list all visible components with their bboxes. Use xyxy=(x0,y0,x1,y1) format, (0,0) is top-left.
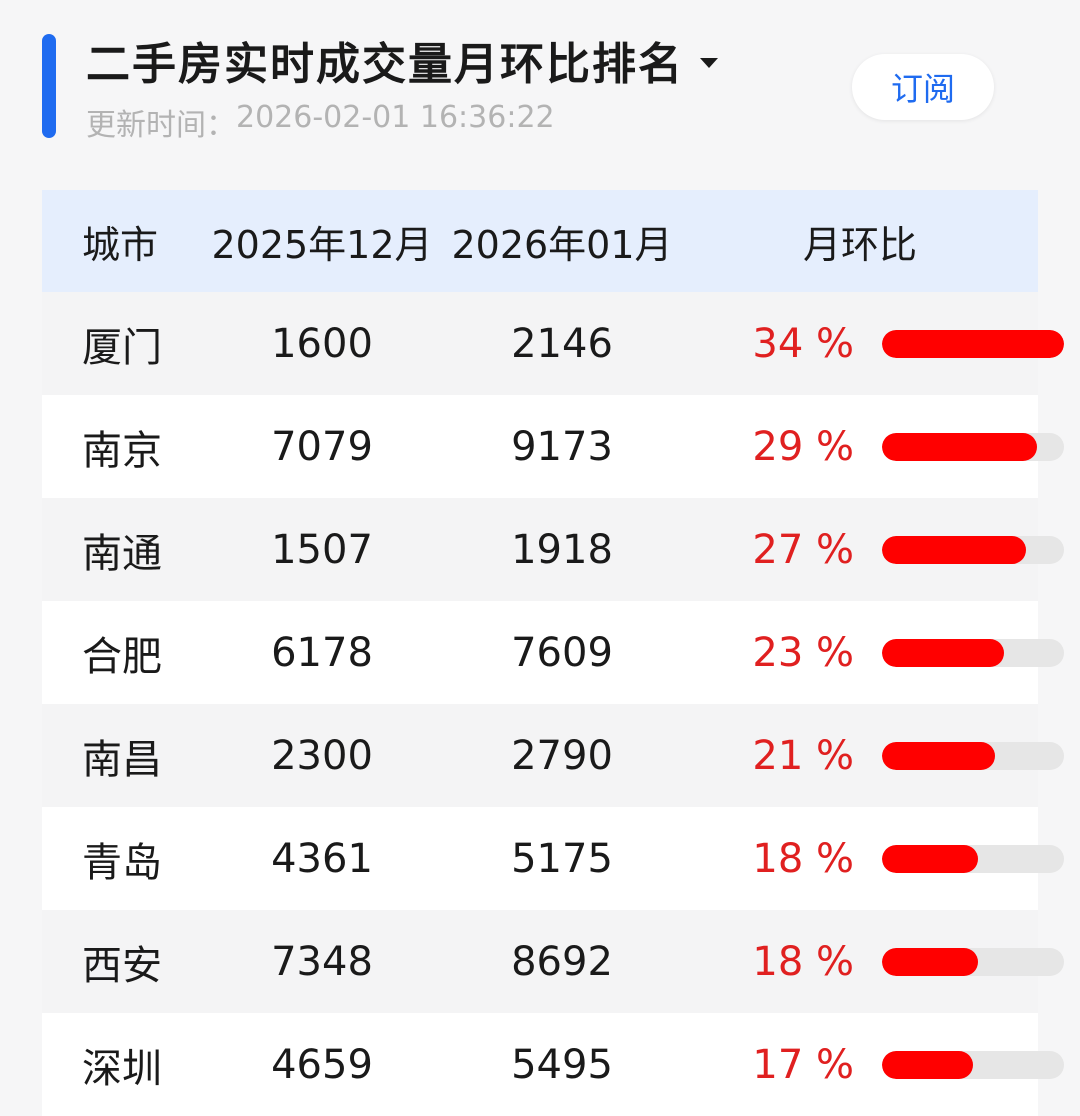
table-row[interactable]: 南昌 2300 2790 21 % xyxy=(42,704,1064,807)
update-time-value: 2026-02-01 16:36:22 xyxy=(236,100,555,135)
page-title: 二手房实时成交量月环比排名 xyxy=(86,39,684,90)
city-cell: 厦门 xyxy=(82,324,162,371)
jan-volume-cell: 5175 xyxy=(511,835,613,882)
mom-percent-cell: 29 % xyxy=(752,423,854,470)
table-body: 厦门 1600 2146 34 % 南京 7079 9173 29 % 南通 1507 1918 27… xyxy=(42,292,1064,1116)
city-cell: 深圳 xyxy=(82,1045,162,1092)
column-header-dec: 2025年12月 xyxy=(211,222,433,267)
column-header-mom: 月环比 xyxy=(802,222,917,267)
mom-percent-cell: 27 % xyxy=(752,526,854,573)
dec-volume-cell: 1507 xyxy=(271,526,373,573)
mom-bar-cell xyxy=(854,638,1064,667)
city-cell: 西安 xyxy=(82,942,162,989)
mom-percent-cell: 18 % xyxy=(752,835,854,882)
mom-bar-track xyxy=(882,844,1064,873)
jan-volume-cell: 7609 xyxy=(511,629,613,676)
jan-volume-cell: 8692 xyxy=(511,938,613,985)
dec-volume-cell: 6178 xyxy=(271,629,373,676)
mom-bar-cell xyxy=(854,844,1064,873)
mom-bar-cell xyxy=(854,1050,1064,1079)
mom-bar-cell xyxy=(854,535,1064,564)
mom-bar-track xyxy=(882,1050,1064,1079)
update-time: 更新时间： 2026-02-01 16:36:22 xyxy=(86,100,555,144)
city-cell: 青岛 xyxy=(82,839,162,886)
update-time-label: 更新时间： xyxy=(86,108,236,143)
dec-volume-cell: 1600 xyxy=(271,320,373,367)
table-row[interactable]: 西安 7348 8692 18 % xyxy=(42,910,1064,1013)
mom-bar-fill xyxy=(882,638,1004,667)
city-cell: 南昌 xyxy=(82,736,162,783)
mom-bar-track xyxy=(882,329,1064,358)
dec-volume-cell: 2300 xyxy=(271,732,373,779)
city-cell: 南京 xyxy=(82,427,162,474)
mom-bar-track xyxy=(882,535,1064,564)
mom-percent-cell: 18 % xyxy=(752,938,854,985)
table-row[interactable]: 南通 1507 1918 27 % xyxy=(42,498,1064,601)
jan-volume-cell: 1918 xyxy=(511,526,613,573)
city-cell: 合肥 xyxy=(82,633,162,680)
mom-bar-fill xyxy=(882,741,995,770)
mom-bar-fill xyxy=(882,844,979,873)
mom-percent-cell: 23 % xyxy=(752,629,854,676)
ranking-selector[interactable]: 二手房实时成交量月环比排名 xyxy=(86,28,718,92)
jan-volume-cell: 2146 xyxy=(511,320,613,367)
mom-bar-fill xyxy=(882,1050,973,1079)
column-header-jan: 2026年01月 xyxy=(451,222,673,267)
jan-volume-cell: 5495 xyxy=(511,1041,613,1088)
column-header-city: 城市 xyxy=(82,222,159,267)
city-cell: 南通 xyxy=(82,530,162,577)
dec-volume-cell: 7079 xyxy=(271,423,373,470)
table-row[interactable]: 南京 7079 9173 29 % xyxy=(42,395,1064,498)
table-row[interactable]: 深圳 4659 5495 17 % xyxy=(42,1013,1064,1116)
mom-bar-track xyxy=(882,947,1064,976)
dec-volume-cell: 7348 xyxy=(271,938,373,985)
table-header: 城市 2025年12月 2026年01月 月环比 xyxy=(42,190,1038,292)
subscribe-button[interactable]: 订阅 xyxy=(852,54,994,120)
mom-bar-fill xyxy=(882,432,1037,461)
mom-bar-fill xyxy=(882,329,1064,358)
table-row[interactable]: 合肥 6178 7609 23 % xyxy=(42,601,1064,704)
dec-volume-cell: 4361 xyxy=(271,835,373,882)
mom-bar-track xyxy=(882,432,1064,461)
mom-bar-fill xyxy=(882,947,979,976)
mom-bar-track xyxy=(882,741,1064,770)
mom-bar-cell xyxy=(854,432,1064,461)
caret-down-icon[interactable] xyxy=(700,58,718,68)
mom-bar-track xyxy=(882,638,1064,667)
dec-volume-cell: 4659 xyxy=(271,1041,373,1088)
section-accent-bar xyxy=(42,34,56,138)
ranking-table: 城市 2025年12月 2026年01月 月环比 厦门 1600 2146 34 % 南… xyxy=(42,190,1064,1116)
jan-volume-cell: 9173 xyxy=(511,423,613,470)
mom-percent-cell: 17 % xyxy=(752,1041,854,1088)
mom-bar-cell xyxy=(854,741,1064,770)
mom-bar-cell xyxy=(854,329,1064,358)
mom-percent-cell: 21 % xyxy=(752,732,854,779)
mom-percent-cell: 34 % xyxy=(752,320,854,367)
table-row[interactable]: 青岛 4361 5175 18 % xyxy=(42,807,1064,910)
mom-bar-fill xyxy=(882,535,1026,564)
mom-bar-cell xyxy=(854,947,1064,976)
table-row[interactable]: 厦门 1600 2146 34 % xyxy=(42,292,1064,395)
jan-volume-cell: 2790 xyxy=(511,732,613,779)
